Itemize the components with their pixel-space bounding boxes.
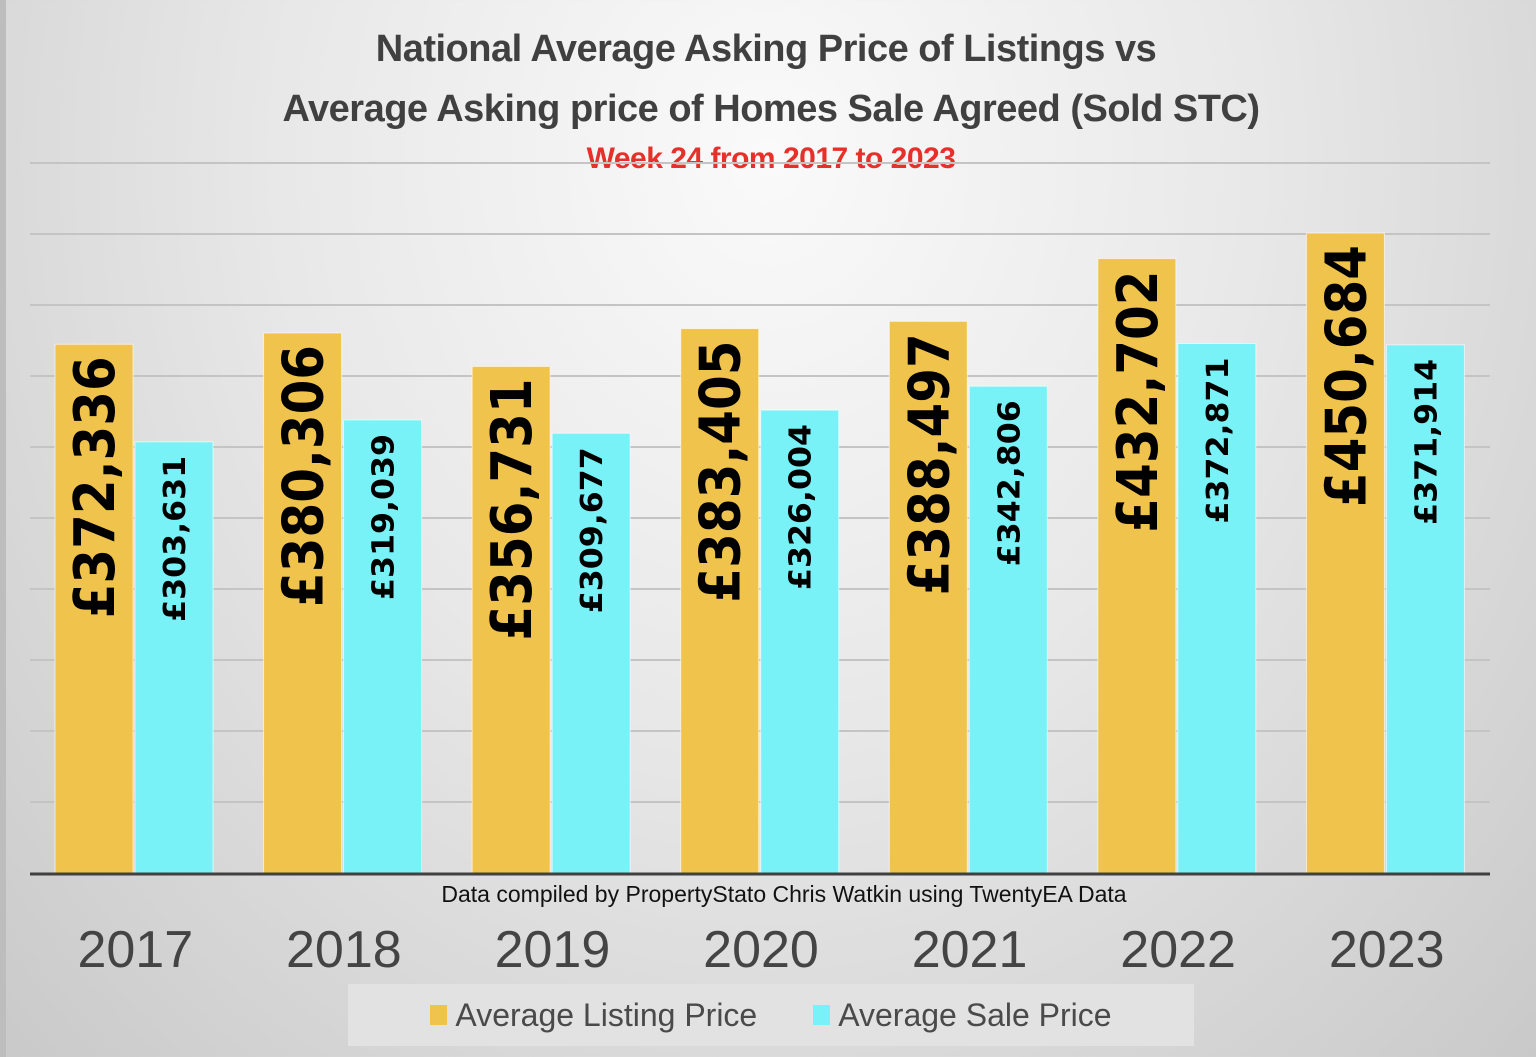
bar-sale-2017 [134,441,214,874]
legend-swatch-sale [813,1005,831,1025]
data-labels: £372,336 £303,631 £380,306 £319,039 £356,731… [63,245,1444,640]
legend-item-sale: Average Sale Price [813,996,1112,1034]
data-label-listing: £356,731 [480,378,545,640]
data-label-sale: £372,871 [1201,358,1236,524]
x-tick-label: 2022 [1120,921,1236,979]
data-label-sale: £319,039 [367,434,402,600]
data-label-sale: £342,806 [992,400,1027,566]
x-tick-label: 2018 [286,921,402,979]
bar-sale-2021 [968,385,1048,874]
bar-listing-2017 [54,343,134,874]
x-tick-label: 2021 [912,921,1028,979]
legend-label-listing: Average Listing Price [455,996,758,1033]
data-label-listing: £450,684 [1314,245,1379,507]
legend-swatch-listing [430,1005,448,1025]
bar-sale-2022 [1177,343,1257,874]
data-label-listing: £383,405 [689,341,754,603]
data-label-listing: £380,306 [272,345,337,607]
x-tick-label: 2017 [77,921,193,979]
bar-listing-2020 [680,328,760,874]
gridlines [30,162,1490,803]
bar-sale-2019 [551,432,631,874]
data-label-sale: £371,914 [1409,359,1444,525]
source-note: Data compiled by PropertyStato Chris Wat… [441,881,1127,907]
x-tick-label: 2023 [1329,921,1445,979]
legend-item-listing: Average Listing Price [430,997,757,1034]
data-label-listing: £372,336 [63,356,128,618]
data-label-listing: £388,497 [897,333,962,595]
legend-label-sale: Average Sale Price [838,996,1112,1033]
x-tick-label: 2019 [495,921,611,979]
bars [54,232,1465,874]
chart-title-line-2: Average Asking price of Homes Sale Agree… [282,88,1260,130]
x-tick-label: 2020 [703,921,819,979]
bar-listing-2022 [1097,258,1177,874]
bar-listing-2019 [471,365,551,874]
chart-subtitle: Week 24 from 2017 to 2023 [586,142,956,175]
bar-sale-2018 [343,419,423,874]
legend: Average Listing Price Average Sale Price [348,984,1194,1046]
bar-listing-2018 [263,332,343,874]
data-label-sale: £303,631 [158,456,193,622]
bar-listing-2021 [888,320,968,874]
data-label-sale: £309,677 [575,447,610,613]
bar-sale-2023 [1385,344,1465,874]
frame-edge [0,0,6,1057]
x-tick-labels: 2017 2018 2019 2020 2021 2022 2023 [77,921,1444,979]
data-label-listing: £432,702 [1106,271,1171,533]
bar-listing-2023 [1305,232,1385,874]
chart-title-line-1: National Average Asking Price of Listing… [375,28,1157,70]
data-label-sale: £326,004 [784,424,819,590]
bar-sale-2020 [760,409,840,874]
